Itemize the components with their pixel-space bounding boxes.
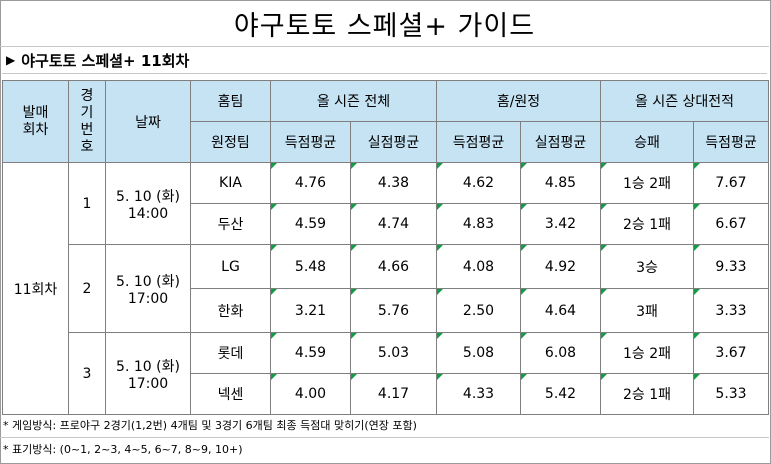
- table-row: 한화 3.21 5.76 2.50 4.64 3패 3.33: [3, 288, 770, 333]
- season-avg-allowed: 4.17: [350, 373, 437, 415]
- page-title: 야구토토 스페셜+ 가이드: [0, 0, 769, 47]
- season-avg-allowed: 4.38: [350, 162, 437, 204]
- team-name: KIA: [190, 162, 271, 204]
- h2h-avg-scored: 9.33: [693, 244, 770, 289]
- team-name: 두산: [190, 203, 271, 245]
- header-round-label: 발매 회차: [22, 104, 49, 138]
- stats-table: 발매 회차 경 기 번 호 날짜 홈팀 올 시즌 전체 홈/원정 올 시즌 상대…: [2, 80, 770, 415]
- date-cell: 5. 10 (화) 17:00: [105, 332, 191, 415]
- header-season-total: 올 시즌 전체: [270, 80, 437, 122]
- h2h-record: 2승 1패: [600, 373, 695, 415]
- section-heading: ▶ 야구토토 스페셜+ 11회차: [2, 47, 767, 74]
- team-name: 한화: [190, 288, 271, 333]
- h2h-avg-scored: 5.33: [693, 373, 770, 415]
- season-avg-scored: 4.76: [270, 162, 351, 204]
- h2h-record: 3패: [600, 288, 695, 333]
- h2h-record: 3승: [600, 244, 695, 289]
- header-season-h2h: 올 시즌 상대전적: [600, 80, 770, 122]
- season-avg-allowed: 5.76: [350, 288, 437, 333]
- ha-avg-scored: 4.83: [436, 203, 521, 245]
- header-season-avg-allowed: 실점평균: [350, 121, 437, 163]
- h2h-avg-scored: 7.67: [693, 162, 770, 204]
- table-row: 11회차 1 5. 10 (화) 14:00 KIA 4.76 4.38 4.6…: [2, 162, 770, 415]
- date-cell: 5. 10 (화) 17:00: [105, 244, 191, 333]
- ha-avg-scored: 5.08: [436, 332, 521, 374]
- season-avg-scored: 4.59: [270, 332, 351, 374]
- ha-avg-scored: 2.50: [436, 288, 521, 333]
- h2h-record: 2승 1패: [600, 203, 695, 245]
- header-h2h-record: 승패: [600, 121, 695, 163]
- season-avg-scored: 5.48: [270, 244, 351, 289]
- footnote-divider: [0, 437, 769, 438]
- h2h-record: 1승 2패: [600, 162, 695, 204]
- ha-avg-scored: 4.08: [436, 244, 521, 289]
- header-away-team: 원정팀: [190, 121, 271, 163]
- season-avg-allowed: 4.66: [350, 244, 437, 289]
- triangle-right-icon: ▶: [6, 53, 16, 67]
- game-no-cell: 3: [68, 332, 106, 415]
- footnote-game-method: * 게임방식: 프로야구 2경기(1,2번) 4개팀 및 3경기 6개팀 최종 …: [3, 419, 417, 432]
- h2h-avg-scored: 3.33: [693, 288, 770, 333]
- game-time: 17:00: [127, 290, 169, 307]
- team-name: LG: [190, 244, 271, 289]
- game-date: 5. 10 (화): [116, 188, 180, 205]
- season-avg-scored: 4.00: [270, 373, 351, 415]
- header-h2h-avg-scored: 득점평균: [693, 121, 770, 163]
- header-home-team: 홈팀: [190, 80, 271, 122]
- h2h-avg-scored: 3.67: [693, 332, 770, 374]
- section-heading-text: 야구토토 스페셜+ 11회차: [21, 51, 190, 70]
- header-game-no: 경 기 번 호: [68, 80, 106, 163]
- h2h-avg-scored: 6.67: [693, 203, 770, 245]
- table-row: 2 5. 10 (화) 17:00 LG 5.48 4.66 4.08 4.92…: [3, 244, 770, 333]
- game-no-cell: 1: [68, 162, 106, 245]
- ha-avg-allowed: 4.64: [519, 288, 602, 333]
- team-name: 넥센: [190, 373, 271, 415]
- ha-avg-scored: 4.62: [436, 162, 521, 204]
- game-date: 5. 10 (화): [116, 273, 180, 290]
- season-avg-allowed: 4.74: [350, 203, 437, 245]
- season-avg-scored: 4.59: [270, 203, 351, 245]
- date-cell: 5. 10 (화) 14:00: [105, 162, 191, 245]
- round-cell: 11회차: [2, 162, 69, 415]
- table-row: 두산 4.59 4.74 4.83 3.42 2승 1패 6.67: [3, 203, 770, 245]
- header-round: 발매 회차: [2, 80, 69, 163]
- team-name: 롯데: [190, 332, 271, 374]
- ha-avg-scored: 4.33: [436, 373, 521, 415]
- footnote-notation: * 표기방식: (0~1, 2~3, 4~5, 6~7, 8~9, 10+): [3, 443, 243, 456]
- table-row: 3 5. 10 (화) 17:00 롯데 4.59 5.03 5.08 6.08…: [3, 332, 770, 415]
- ha-avg-allowed: 4.85: [519, 162, 602, 204]
- table-row: 넥센 4.00 4.17 4.33 5.42 2승 1패 5.33: [3, 373, 770, 415]
- ha-avg-allowed: 5.42: [519, 373, 602, 415]
- ha-avg-allowed: 6.08: [519, 332, 602, 374]
- ha-avg-allowed: 4.92: [519, 244, 602, 289]
- header-home-away: 홈/원정: [435, 80, 602, 122]
- game-time: 14:00: [127, 205, 169, 222]
- game-no-cell: 2: [68, 244, 106, 333]
- game-time: 17:00: [127, 375, 169, 392]
- season-avg-allowed: 5.03: [350, 332, 437, 374]
- header-ha-avg-allowed: 실점평균: [519, 121, 602, 163]
- season-avg-scored: 3.21: [270, 288, 351, 333]
- header-season-avg-scored: 득점평균: [270, 121, 351, 163]
- header-date: 날짜: [105, 80, 191, 163]
- header-ha-avg-scored: 득점평균: [436, 121, 521, 163]
- h2h-record: 1승 2패: [600, 332, 695, 374]
- header-game-no-label: 경 기 번 호: [80, 87, 94, 155]
- ha-avg-allowed: 3.42: [519, 203, 602, 245]
- game-date: 5. 10 (화): [116, 358, 180, 375]
